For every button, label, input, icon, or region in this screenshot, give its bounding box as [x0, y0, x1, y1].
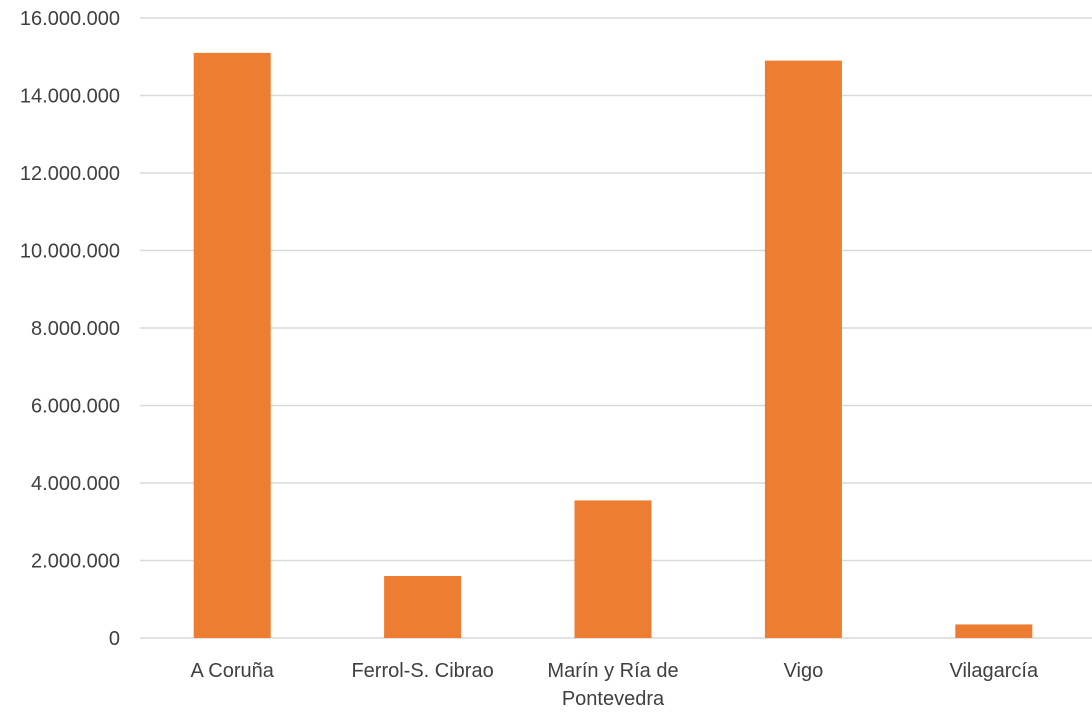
bar — [574, 500, 652, 638]
y-tick-label: 6.000.000 — [31, 396, 120, 418]
y-tick-label: 0 — [109, 628, 120, 650]
x-category-label: A Coruña — [191, 660, 275, 682]
y-tick-label: 14.000.000 — [20, 86, 120, 108]
y-tick-label: 16.000.000 — [20, 8, 120, 30]
x-category-label: Marín y Ría de Pontevedra — [547, 660, 678, 710]
y-tick-label: 12.000.000 — [20, 163, 120, 185]
x-category-label-line: Vigo — [784, 660, 824, 682]
x-category-label: Ferrol-S. Cibrao — [351, 660, 493, 682]
y-tick-label: 2.000.000 — [31, 551, 120, 573]
x-category-label: Vilagarcía — [950, 660, 1039, 682]
bar — [955, 624, 1033, 638]
x-category-label: Vigo — [784, 660, 824, 682]
y-tick-label: 10.000.000 — [20, 241, 120, 263]
y-axis-tick-labels: 0 2.000.000 4.000.000 6.000.000 8.000.000 10.… — [20, 8, 120, 650]
bar — [384, 576, 462, 638]
gridlines — [140, 17, 1092, 639]
y-tick-label: 4.000.000 — [31, 473, 120, 495]
x-category-label-line: Vilagarcía — [950, 660, 1039, 682]
bar — [193, 52, 271, 638]
bars — [193, 52, 1033, 638]
x-category-label-line: Ferrol-S. Cibrao — [351, 660, 493, 682]
x-category-label-line: Marín y Ría de — [547, 660, 678, 682]
bar — [764, 60, 842, 638]
y-tick-label: 8.000.000 — [31, 318, 120, 340]
x-category-label-line: A Coruña — [191, 660, 275, 682]
x-axis-category-labels: A Coruña Ferrol-S. Cibrao Marín y Ría de Po… — [191, 660, 1039, 710]
x-category-label-line: Pontevedra — [562, 688, 665, 710]
